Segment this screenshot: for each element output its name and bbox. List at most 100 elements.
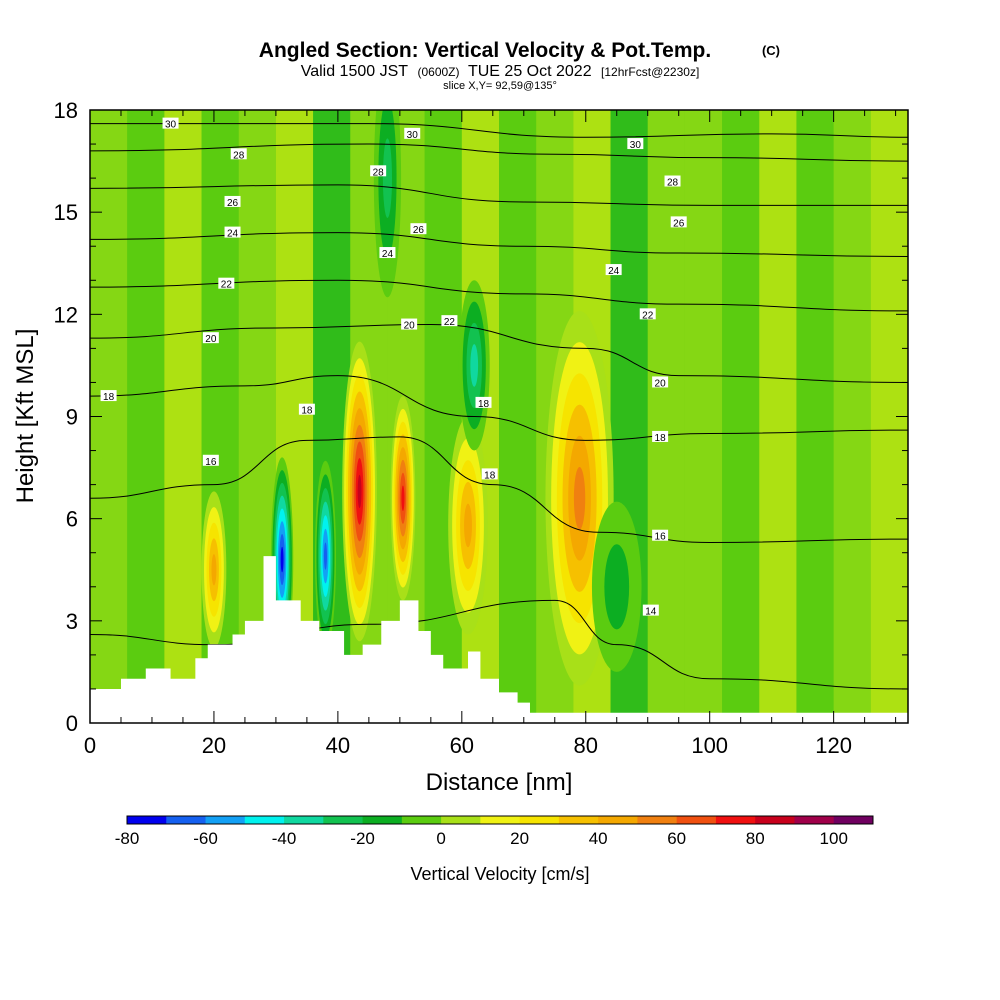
colorbar-swatch: [205, 816, 246, 824]
contour-label: 20: [652, 376, 669, 389]
contour-label-box: [100, 390, 117, 402]
velocity-cell: [201, 491, 227, 649]
velocity-cell-level: [382, 138, 392, 218]
x-tick-label: 60: [450, 733, 474, 758]
contour-label-text: 18: [478, 399, 490, 410]
contour-label-text: 22: [642, 310, 654, 321]
valid-time-line: Valid 1500 JST (0600Z) TUE 25 Oct 2022 […: [301, 63, 700, 80]
x-tick-label: 0: [84, 733, 96, 758]
colorbar-swatch: [480, 816, 521, 824]
forecast-info: [12hrFcst@2230z]: [601, 65, 699, 79]
contour-label: 24: [224, 226, 241, 240]
contour-label-text: 22: [444, 317, 456, 328]
x-axis: 0 20 40 60 80 100 120: [84, 110, 897, 758]
contour-label: 28: [664, 175, 681, 189]
colorbar-tick-label: 0: [436, 829, 445, 848]
contour-label-text: 26: [227, 198, 239, 209]
x-tick-label: 80: [574, 733, 598, 758]
contour-label-box: [162, 117, 179, 129]
colorbar-swatch: [833, 816, 874, 824]
colorbar-tick-label: -40: [272, 829, 297, 848]
colorbar-tick-label: 80: [746, 829, 765, 848]
colorbar-tick-label: 20: [510, 829, 529, 848]
x-axis-label: Distance [nm]: [426, 769, 573, 796]
contour-label: 22: [441, 315, 458, 328]
colorbar-tick-label: -60: [193, 829, 218, 848]
contour-label-box: [639, 308, 656, 320]
x-tick-label: 100: [691, 733, 728, 758]
contour-label: 30: [162, 117, 179, 131]
contour-label: 14: [642, 604, 659, 618]
contour-label: 18: [298, 403, 315, 417]
contour-label: 22: [218, 277, 235, 291]
colorbar-swatch: [794, 816, 835, 824]
y-tick-label: 9: [66, 405, 78, 430]
contour-label-text: 24: [227, 229, 239, 240]
contour-label: 16: [652, 529, 669, 543]
colorbar-swatch: [284, 816, 324, 824]
contour-label-text: 28: [373, 167, 385, 178]
y-axis-label: Height [Kft MSL]: [12, 329, 39, 504]
x-tick-label: 40: [326, 733, 350, 758]
y-tick-label: 12: [54, 302, 78, 327]
colorbar-swatch: [598, 816, 638, 824]
contour-label-box: [627, 138, 644, 150]
pot-temp-contour: [90, 324, 908, 383]
colorbar-swatch: [441, 816, 481, 824]
colorbar-swatch: [401, 816, 442, 824]
contour-label-text: 28: [233, 150, 245, 161]
contour-label-box: [218, 277, 235, 289]
contour-label: 30: [627, 138, 644, 151]
chart-title-suffix: (C): [762, 43, 780, 58]
contour-label-box: [605, 264, 622, 276]
pot-temp-contour: [90, 599, 908, 690]
contour-label: 26: [410, 223, 427, 236]
pot-temp-contour: [90, 232, 908, 257]
velocity-cell: [458, 280, 490, 451]
contour-label-text: 20: [205, 334, 217, 345]
chart-title: Angled Section: Vertical Velocity & Pot.…: [259, 39, 711, 62]
colorbar-swatch: [755, 816, 795, 824]
terrain: [90, 556, 908, 723]
contour-label-box: [670, 216, 687, 228]
pot-temp-contour: [90, 123, 908, 138]
velocity-band: [424, 110, 462, 723]
velocity-cell-level: [401, 485, 405, 512]
velocity-band: [796, 110, 834, 723]
contour-label-text: 26: [673, 218, 685, 229]
y-tick-label: 3: [66, 609, 78, 634]
colorbar-tick-label: 40: [589, 829, 608, 848]
velocity-cell-level: [464, 503, 472, 548]
contour-label: 16: [202, 454, 219, 468]
velocity-band: [722, 110, 760, 723]
velocity-cell-level: [573, 467, 586, 530]
velocity-cell-level: [470, 344, 479, 387]
y-tick-label: 18: [54, 98, 78, 123]
colorbar: -80 -60 -40 -20 0 20 40 60 80 100: [115, 815, 874, 848]
contour-label-text: 30: [630, 140, 642, 151]
contour-label-box: [404, 127, 421, 139]
valid-prefix: Valid 1500 JST: [301, 63, 409, 80]
y-axis: 0 3 6 9 12 15 18: [54, 98, 908, 736]
velocity-cell-level: [357, 474, 362, 509]
contour-label-text: 20: [404, 321, 416, 332]
contour-label-box: [475, 396, 492, 408]
contour-label: 28: [370, 165, 387, 178]
velocity-band: [759, 110, 797, 723]
contour-label-box: [652, 376, 669, 388]
colorbar-swatch: [558, 816, 599, 824]
contour-label-text: 28: [667, 178, 679, 189]
contour-label-text: 18: [301, 406, 313, 417]
contour-label-text: 14: [645, 607, 657, 618]
contour-label: 20: [202, 332, 219, 345]
contour-labels: 30 28 26 24 22 20 18 16 18 30 28 26 24 20 22 18 18 30 28 26…: [100, 117, 687, 618]
colorbar-swatch: [166, 816, 207, 824]
contour-label-text: 30: [407, 130, 419, 141]
contour-label-box: [664, 175, 681, 187]
colorbar-swatch: [244, 816, 285, 824]
velocity-cells: [201, 110, 642, 686]
colorbar-swatch: [519, 816, 560, 824]
valid-zulu: (0600Z): [417, 65, 459, 79]
pot-temp-contour: [90, 375, 908, 441]
